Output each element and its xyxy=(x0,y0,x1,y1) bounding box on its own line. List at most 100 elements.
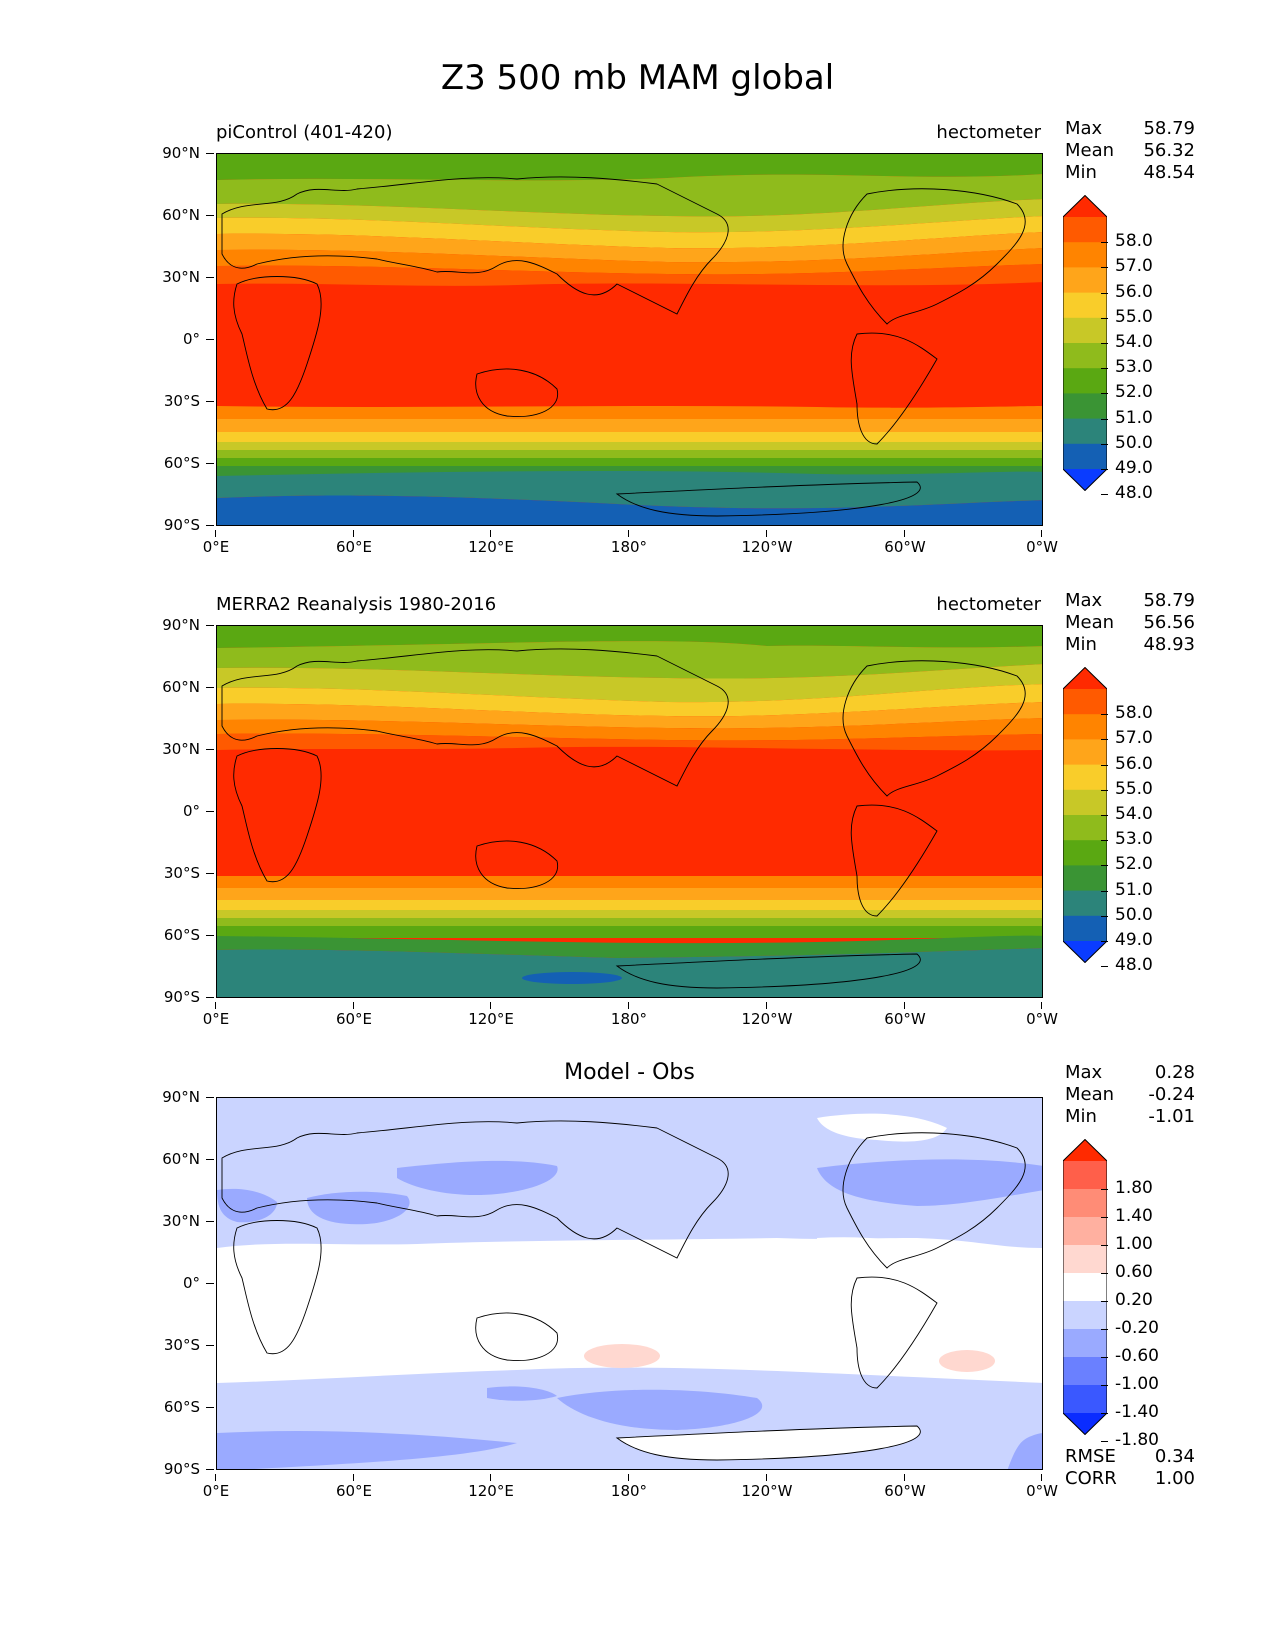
panel-title: Model - Obs xyxy=(564,1060,695,1085)
colorbar-band xyxy=(1063,789,1107,816)
colorbar-tick xyxy=(1101,292,1108,294)
colorbar-band xyxy=(1063,217,1107,243)
colorbar-tick xyxy=(1101,242,1108,244)
colorbar-tick xyxy=(1101,815,1108,816)
colorbar-band xyxy=(1063,1357,1107,1386)
colorbar-band xyxy=(1063,1385,1107,1414)
colorbar-band xyxy=(1063,865,1107,892)
colorbar-tick-label: 1.80 xyxy=(1115,1178,1153,1198)
lon-tick-label: 60°W xyxy=(865,530,945,556)
stat-label: Min xyxy=(1065,1106,1097,1127)
stat-label: Mean xyxy=(1065,140,1115,161)
lon-tick-label: 180° xyxy=(589,530,669,556)
lat-tick-label: 0° xyxy=(140,802,214,820)
colorbar-tick-label: 52.0 xyxy=(1115,854,1153,875)
colorbar-tick xyxy=(1101,469,1108,470)
units-label: hectometer xyxy=(936,594,1041,615)
panel-title: MERRA2 Reanalysis 1980-2016 xyxy=(216,594,497,615)
stat-label: Min xyxy=(1065,634,1097,655)
colorbar-tick-label: 50.0 xyxy=(1115,904,1153,925)
colorbar-band xyxy=(1063,915,1107,942)
lon-tick-label: 180° xyxy=(589,1002,669,1028)
colorbar-tick-label: -0.20 xyxy=(1115,1318,1159,1338)
lat-tick-label: 30°S xyxy=(140,392,214,410)
stat-mean: -0.24 xyxy=(1148,1084,1195,1105)
colorbar-tick-label: 57.0 xyxy=(1115,728,1153,749)
colorbar-band xyxy=(1063,764,1107,791)
colorbar-tick xyxy=(1101,343,1108,344)
colorbar-tick-label: -1.80 xyxy=(1115,1430,1159,1450)
colorbar-tick xyxy=(1101,494,1108,496)
colorbar-tick-label: 58.0 xyxy=(1115,231,1153,252)
colorbar-tick-label: 48.0 xyxy=(1115,955,1153,976)
stat-label: Mean xyxy=(1065,1084,1115,1105)
colorbar-band xyxy=(1063,443,1107,470)
colorbar-band xyxy=(1063,1301,1107,1330)
stat-max: 58.79 xyxy=(1143,118,1195,139)
colorbar-tick-label: 51.0 xyxy=(1115,407,1153,428)
lon-tick-label: 0°W xyxy=(1002,530,1082,556)
colorbar-tick-label: 0.60 xyxy=(1115,1262,1153,1282)
stat-label: Mean xyxy=(1065,612,1115,633)
colorbar-tick-label: 57.0 xyxy=(1115,256,1153,277)
panel-title: piControl (401-420) xyxy=(216,122,393,143)
colorbar-band xyxy=(1063,815,1107,841)
stats-box: Max 0.28 Mean -0.24 Min -1.01 xyxy=(1065,1062,1195,1128)
colorbar-tick xyxy=(1101,317,1108,319)
lat-tick-label: 60°S xyxy=(140,1398,214,1416)
colorbar-band xyxy=(1063,418,1107,445)
colorbar-tick xyxy=(1101,418,1108,420)
colorbar xyxy=(1062,194,1108,492)
colorbar-tick xyxy=(1101,1329,1108,1330)
colorbar-band xyxy=(1063,242,1107,268)
lon-tick-label: 60°E xyxy=(314,530,394,556)
colorbar-tick-label: -1.00 xyxy=(1115,1374,1159,1394)
colorbar-extend-bottom xyxy=(1063,941,1107,963)
colorbar-band xyxy=(1063,714,1107,740)
colorbar-band xyxy=(1063,1245,1107,1274)
colorbar-band xyxy=(1063,1329,1107,1358)
lat-tick-label: 60°N xyxy=(140,206,214,224)
lon-tick-label: 0°W xyxy=(1002,1474,1082,1500)
stat-max: 0.28 xyxy=(1154,1062,1195,1083)
colorbar-band xyxy=(1063,267,1107,294)
colorbar-tick xyxy=(1101,890,1108,892)
colorbar-tick xyxy=(1101,1441,1108,1442)
lon-tick-label: 120°E xyxy=(451,530,531,556)
colorbar-tick-label: 49.0 xyxy=(1115,458,1153,478)
figure-title: Z3 500 mb MAM global xyxy=(440,58,835,98)
colorbar-tick xyxy=(1101,1357,1108,1358)
colorbar-tick xyxy=(1101,966,1108,968)
lat-tick-label: 90°S xyxy=(140,988,214,1006)
lat-tick-label: 30°S xyxy=(140,1336,214,1354)
lon-tick-label: 180° xyxy=(589,1474,669,1500)
colorbar-tick xyxy=(1101,1217,1108,1218)
lat-tick-label: 60°S xyxy=(140,926,214,944)
stat-label: Min xyxy=(1065,162,1097,183)
colorbar-tick-label: 54.0 xyxy=(1115,332,1153,352)
metrics-box: RMSE 0.34 CORR 1.00 xyxy=(1065,1446,1195,1490)
colorbar-band xyxy=(1063,1161,1107,1190)
colorbar-tick-label: -1.40 xyxy=(1115,1402,1159,1422)
colorbar-extend-top xyxy=(1063,1139,1107,1161)
colorbar-tick xyxy=(1101,1245,1108,1246)
lon-tick-label: 120°W xyxy=(727,530,807,556)
lat-tick-label: 60°N xyxy=(140,678,214,696)
colorbar-band xyxy=(1063,292,1107,319)
colorbar-extend-bottom xyxy=(1063,469,1107,491)
metric-label: CORR xyxy=(1065,1468,1117,1489)
lat-tick-label: 60°S xyxy=(140,454,214,472)
lat-tick-label: 60°N xyxy=(140,1150,214,1168)
stat-label: Max xyxy=(1065,590,1103,611)
colorbar-band xyxy=(1063,1189,1107,1218)
lon-tick-label: 0°E xyxy=(176,1474,256,1500)
map-picontrol xyxy=(216,153,1043,526)
lon-tick-label: 0°W xyxy=(1002,1002,1082,1028)
colorbar-tick xyxy=(1101,941,1108,942)
lat-tick-label: 30°N xyxy=(140,268,214,286)
metric-corr: 1.00 xyxy=(1154,1468,1195,1489)
colorbar-band xyxy=(1063,368,1107,394)
lat-tick-label: 30°S xyxy=(140,864,214,882)
colorbar-tick-label: 1.40 xyxy=(1115,1206,1153,1226)
colorbar-tick xyxy=(1101,865,1108,867)
